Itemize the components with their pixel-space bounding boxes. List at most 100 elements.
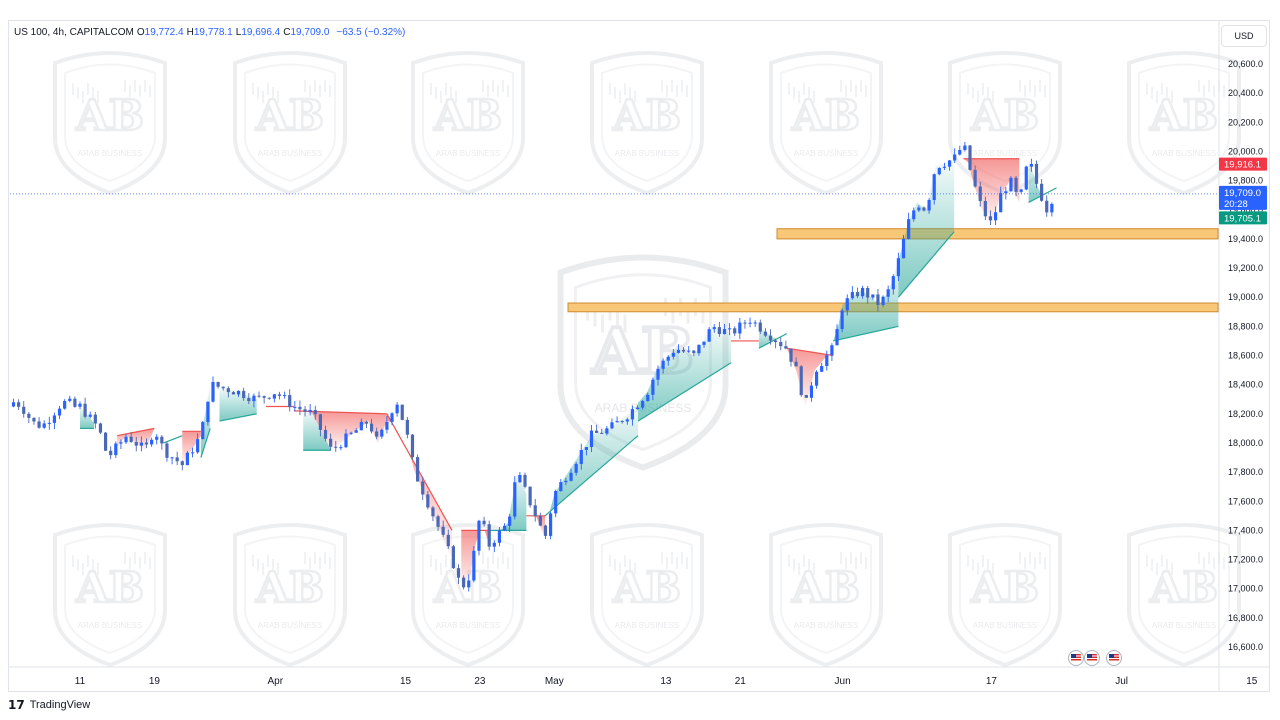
bearish-cloud <box>386 413 452 560</box>
candle <box>190 452 195 454</box>
candle <box>605 428 609 434</box>
price-tag-label: 19,709.0 <box>1224 188 1261 199</box>
price-tag-label: 19,916.1 <box>1224 160 1261 171</box>
candle <box>927 200 931 211</box>
y-tick-label: 17,600.0 <box>1228 496 1263 506</box>
candle <box>533 505 537 517</box>
close-value: C 19,709.0 <box>283 27 330 38</box>
candle <box>52 415 57 423</box>
candle <box>252 395 256 402</box>
candle <box>600 432 604 434</box>
footer-branding[interactable]: 17 TradingView <box>8 698 90 712</box>
svg-text:AB: AB <box>791 91 860 140</box>
symbol-label[interactable]: US 100, 4h, CAPITALCOM <box>14 27 134 38</box>
y-tick-label: 18,200.0 <box>1228 409 1263 419</box>
candle <box>334 446 338 448</box>
candle <box>124 436 128 443</box>
currency-button[interactable]: USD <box>1221 25 1267 47</box>
candle <box>267 397 271 399</box>
candle <box>32 417 36 422</box>
candle <box>93 414 97 424</box>
candle <box>395 404 399 414</box>
candle <box>129 436 133 442</box>
watermark-logo-icon: AB ARAB BUSINESS <box>590 51 704 196</box>
candle <box>528 486 532 506</box>
tradingview-logo-icon: 17 <box>8 698 25 712</box>
candle <box>825 355 829 367</box>
candle <box>349 432 353 434</box>
candle <box>768 335 773 341</box>
x-tick-label: 13 <box>660 676 672 687</box>
bullish-cloud <box>489 472 527 531</box>
candle <box>656 368 660 380</box>
watermark-text: ARAB BUSINESS <box>258 621 322 630</box>
candle <box>676 349 681 353</box>
watermark-text: ARAB BUSINESS <box>973 621 1037 630</box>
time-axis[interactable]: 11 19 Apr 15 23 May 13 21 Jun 17 Jul 15 <box>8 666 1270 687</box>
cloud-edge <box>163 435 183 444</box>
candle <box>784 346 788 349</box>
bullish-cloud <box>303 410 332 451</box>
candle <box>922 207 926 211</box>
price-tags: 19,916.1 19,709.020:28 19,705.1 <box>1219 157 1267 225</box>
candle <box>37 421 41 428</box>
candle <box>369 423 374 432</box>
candle <box>702 341 706 345</box>
candle <box>963 145 967 150</box>
candle <box>277 394 282 396</box>
us-flag-icon[interactable] <box>1068 650 1084 666</box>
candle <box>876 294 880 305</box>
watermark-logo-icon: AB ARAB BUSINESS <box>948 523 1062 668</box>
open-value: O 19,772.4 <box>136 27 184 38</box>
candle <box>185 452 190 466</box>
cloud-edge <box>544 435 639 517</box>
bullish-cloud <box>1028 158 1057 203</box>
candle <box>569 472 573 481</box>
candle <box>242 390 246 399</box>
us-flag-icon[interactable] <box>1084 650 1100 666</box>
x-tick-label: Jul <box>1115 676 1128 687</box>
candle <box>630 409 635 420</box>
candle <box>891 276 895 290</box>
x-tick-label: 23 <box>474 676 486 687</box>
candle <box>155 436 159 440</box>
candle <box>830 345 834 356</box>
price-axis[interactable]: 16,600.0 16,800.0 17,000.0 17,200.0 17,400.0… <box>1218 20 1263 692</box>
candle <box>896 258 900 277</box>
svg-text:AB: AB <box>791 563 860 612</box>
candle <box>1040 183 1044 201</box>
y-tick-label: 20,600.0 <box>1228 59 1263 69</box>
cloud-edge <box>833 325 899 342</box>
candle <box>1024 166 1028 190</box>
candle <box>180 461 184 466</box>
candle <box>216 382 220 387</box>
candle <box>641 401 645 408</box>
x-tick-label: 21 <box>735 676 747 687</box>
candle <box>871 294 875 298</box>
candle <box>595 430 599 433</box>
candle <box>538 516 542 526</box>
candle <box>283 395 287 397</box>
candle <box>421 481 425 495</box>
candle <box>11 402 16 407</box>
candle <box>983 200 987 217</box>
candle <box>625 419 629 422</box>
us-flag-icon[interactable] <box>1106 650 1122 666</box>
candlestick-series <box>11 141 1054 592</box>
candle <box>47 422 51 424</box>
candle <box>73 398 77 407</box>
candle <box>380 429 384 437</box>
candle <box>139 442 143 446</box>
candle <box>150 439 154 445</box>
candle <box>733 328 737 334</box>
candle <box>175 457 179 462</box>
y-tick-label: 19,400.0 <box>1228 234 1263 244</box>
y-tick-label: 18,800.0 <box>1228 321 1263 331</box>
candle <box>543 525 548 536</box>
candle <box>651 379 655 395</box>
candle <box>523 474 527 487</box>
candle <box>804 395 808 398</box>
candle <box>707 329 711 342</box>
candle <box>467 580 471 588</box>
